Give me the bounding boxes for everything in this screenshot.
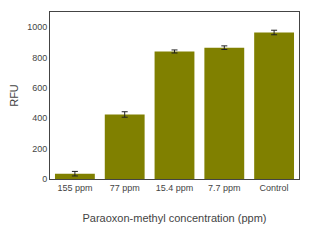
- svg-text:RFU: RFU: [8, 84, 20, 107]
- svg-text:155 ppm: 155 ppm: [57, 183, 92, 193]
- svg-text:1000: 1000: [27, 22, 47, 32]
- svg-text:600: 600: [32, 83, 47, 93]
- svg-text:800: 800: [32, 53, 47, 63]
- svg-text:Control: Control: [260, 183, 289, 193]
- svg-text:15.4 ppm: 15.4 ppm: [156, 183, 194, 193]
- svg-text:7.7 ppm: 7.7 ppm: [208, 183, 241, 193]
- svg-text:400: 400: [32, 113, 47, 123]
- svg-text:0: 0: [42, 174, 47, 184]
- svg-text:77 ppm: 77 ppm: [110, 183, 140, 193]
- svg-text:200: 200: [32, 144, 47, 154]
- svg-text:Paraoxon-methyl concentration: Paraoxon-methyl concentration (ppm): [82, 212, 266, 224]
